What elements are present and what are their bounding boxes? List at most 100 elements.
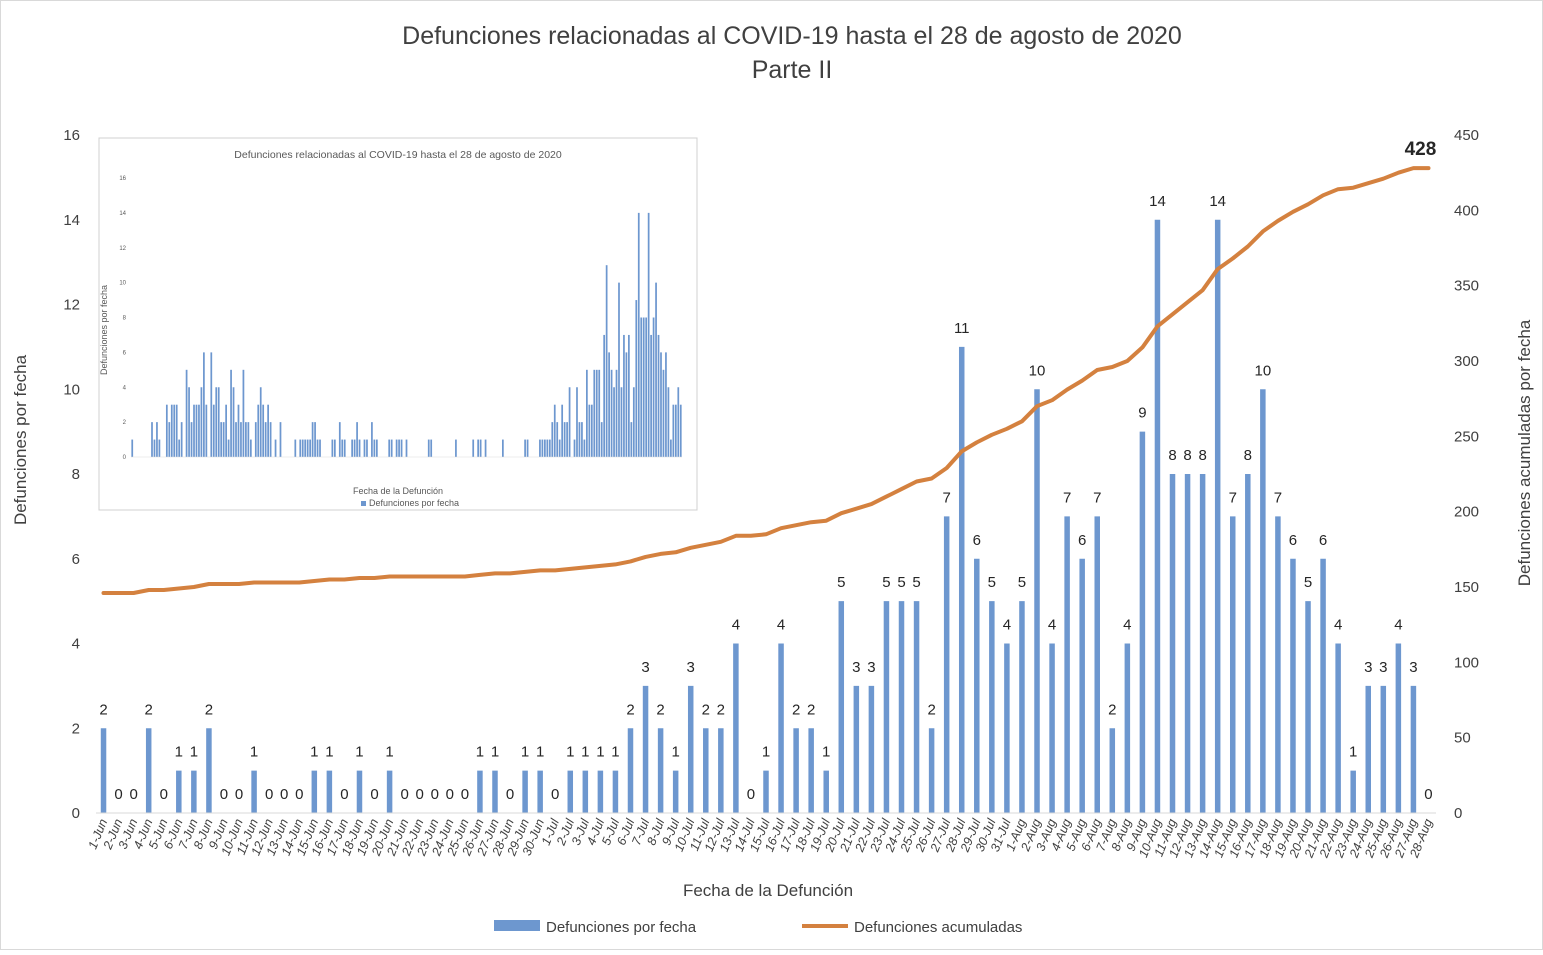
legend-label-line: Defunciones acumuladas — [854, 919, 1022, 936]
bar-label-1-Jul: 0 — [551, 786, 559, 803]
inset-bar — [170, 404, 173, 457]
inset-bar — [588, 404, 591, 457]
inset-bar — [427, 439, 430, 457]
y-tick-left-12: 12 — [63, 297, 80, 314]
inset-bar — [269, 422, 272, 457]
inset-bar — [178, 439, 181, 457]
inset-bar — [395, 439, 398, 457]
inset-bar — [674, 404, 677, 457]
bar-label-6-Jul: 2 — [626, 701, 634, 718]
bar-1-Aug — [1019, 601, 1025, 813]
bar-2-Aug — [1034, 389, 1040, 813]
bar-12-Aug — [1184, 474, 1191, 813]
inset-bar — [647, 212, 650, 457]
bar-label-3-Aug: 4 — [1048, 617, 1056, 634]
bar-7-Jun — [191, 770, 197, 813]
bar-22-Jul — [868, 685, 875, 813]
y-axis-left: 0 2 4 6 8 10 12 14 16 — [63, 127, 80, 822]
bar-16-Aug — [1245, 474, 1251, 813]
inset-bar — [168, 422, 171, 457]
inset-bar — [311, 422, 314, 457]
inset-bar — [642, 317, 645, 457]
bar-label-21-Jul: 3 — [852, 659, 860, 676]
bar-label-14-Jul: 0 — [747, 786, 755, 803]
inset-bar — [333, 439, 336, 457]
inset-bar — [341, 439, 344, 457]
bar-11-Jun — [251, 770, 257, 813]
inset-bar — [193, 404, 195, 457]
bar-label-18-Jun: 1 — [355, 744, 363, 761]
x-axis-title: Fecha de la Defunción — [683, 881, 853, 900]
inset-bar — [551, 422, 554, 457]
x-axis: 1-Jun2-Jun3-Jun4-Jun5-Jun6-Jun7-Jun8-Jun… — [86, 812, 1436, 860]
inset-bar — [205, 404, 208, 457]
bar-label-29-Jul: 6 — [973, 532, 981, 549]
inset-bar — [301, 439, 304, 457]
inset-y-tick-4: 4 — [123, 385, 127, 391]
bar-label-27-Aug: 3 — [1409, 659, 1417, 676]
bar-label-13-Jul: 4 — [732, 617, 740, 634]
bar-label-12-Aug: 8 — [1183, 447, 1191, 464]
y-axis-right-title: Defunciones acumuladas por fecha — [1515, 319, 1534, 586]
bar-label-2-Aug: 10 — [1029, 362, 1046, 379]
bar-label-7-Jun: 1 — [190, 744, 198, 761]
bar-label-20-Aug: 5 — [1304, 574, 1312, 591]
inset-bar — [230, 369, 232, 457]
bar-label-7-Aug: 2 — [1108, 701, 1116, 718]
inset-bar — [237, 404, 240, 457]
inset-bar — [472, 439, 475, 457]
bar-19-Aug — [1290, 558, 1296, 813]
inset-bar — [217, 387, 220, 457]
inset-bar — [400, 439, 403, 457]
bar-4-Jul — [597, 770, 604, 813]
inset-bar — [672, 404, 675, 457]
bar-18-Jul — [808, 728, 814, 813]
inset-bar — [541, 439, 544, 457]
bar-25-Jul — [913, 601, 920, 813]
inset-bar — [388, 439, 391, 457]
inset-bar — [331, 439, 334, 457]
bar-label-29-Jun: 1 — [521, 744, 529, 761]
inset-bar — [618, 282, 620, 457]
legend-label-bar: Defunciones por fecha — [546, 919, 697, 936]
bar-15-Jun — [311, 770, 318, 813]
inset-bar — [371, 422, 373, 457]
legend-swatch-bar — [494, 920, 540, 931]
bar-21-Aug — [1320, 558, 1326, 813]
bar-23-Jul — [883, 601, 890, 813]
bar-label-21-Jun: 0 — [400, 786, 408, 803]
bar-label-31-Jul: 4 — [1003, 617, 1011, 634]
inset-bar — [632, 387, 635, 457]
bar-30-Jul — [989, 601, 995, 813]
inset-bar — [185, 369, 188, 457]
bar-24-Jul — [898, 601, 905, 813]
y-tick-right-400: 400 — [1454, 202, 1479, 219]
inset-y-tick-12: 12 — [119, 246, 126, 252]
inset-bar — [156, 422, 158, 457]
inset-bar — [600, 422, 603, 457]
bar-label-9-Jun: 0 — [220, 786, 228, 803]
inset-bar — [526, 439, 529, 457]
line-series: 4 2 8 — [101, 139, 1436, 595]
inset-bar — [623, 334, 625, 457]
inset-bar — [200, 387, 203, 457]
bar-2-Jul — [567, 770, 574, 813]
bar-label-3-Jul: 1 — [581, 744, 589, 761]
inset-bar — [546, 439, 549, 457]
inset-bar — [635, 300, 638, 457]
bar-label-5-Jun: 0 — [160, 786, 168, 803]
bar-31-Jul — [1004, 643, 1010, 813]
inset-bar — [235, 422, 237, 457]
bar-4-Jun — [145, 728, 152, 813]
inset-y-tick-8: 8 — [123, 316, 127, 322]
bar-29-Jun — [522, 770, 528, 813]
inset-bar — [343, 439, 346, 457]
bar-series — [100, 219, 1417, 813]
inset-bar — [212, 404, 215, 457]
inset-y-tick-2: 2 — [123, 420, 127, 426]
inset-bar — [351, 439, 354, 457]
y-tick-left-4: 4 — [72, 636, 80, 653]
inset-x-axis-title: Fecha de la Defunción — [353, 486, 443, 496]
